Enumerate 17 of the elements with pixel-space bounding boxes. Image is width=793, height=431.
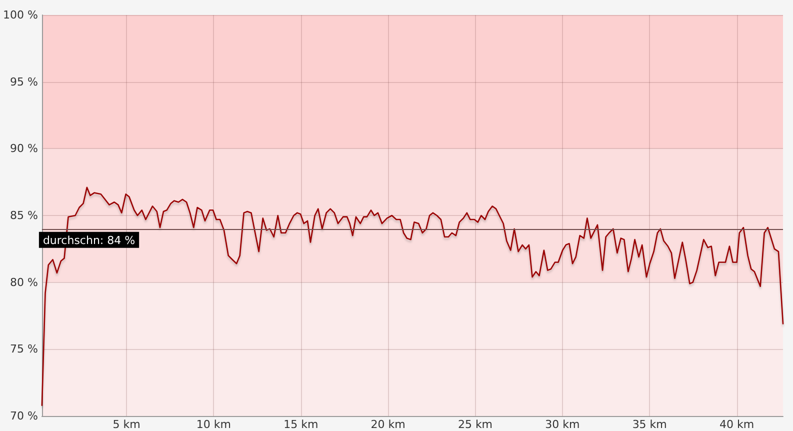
x-tick-label: 5 km bbox=[112, 418, 140, 431]
x-tick-label: 15 km bbox=[284, 418, 318, 431]
line-series bbox=[41, 186, 784, 406]
y-tick-label: 100 % bbox=[2, 8, 38, 22]
x-tick-label: 20 km bbox=[370, 418, 406, 431]
y-tick-label: 75 % bbox=[10, 342, 38, 356]
y-tick-label: 90 % bbox=[10, 142, 38, 156]
x-tick-label: 30 km bbox=[545, 418, 580, 431]
y-tick-label: 95 % bbox=[10, 75, 38, 88]
x-tick-label: 25 km bbox=[458, 418, 493, 431]
y-tick-label: 70 % bbox=[10, 410, 38, 422]
x-tick-label: 35 km bbox=[632, 418, 667, 431]
y-tick-label: 85 % bbox=[10, 209, 38, 222]
ref-line-label: durchschn: 84 % bbox=[42, 234, 136, 247]
y-tick-label: 80 % bbox=[10, 276, 38, 289]
x-tick-label: 10 km bbox=[196, 418, 231, 431]
x-tick-label: 40 km bbox=[719, 418, 754, 431]
